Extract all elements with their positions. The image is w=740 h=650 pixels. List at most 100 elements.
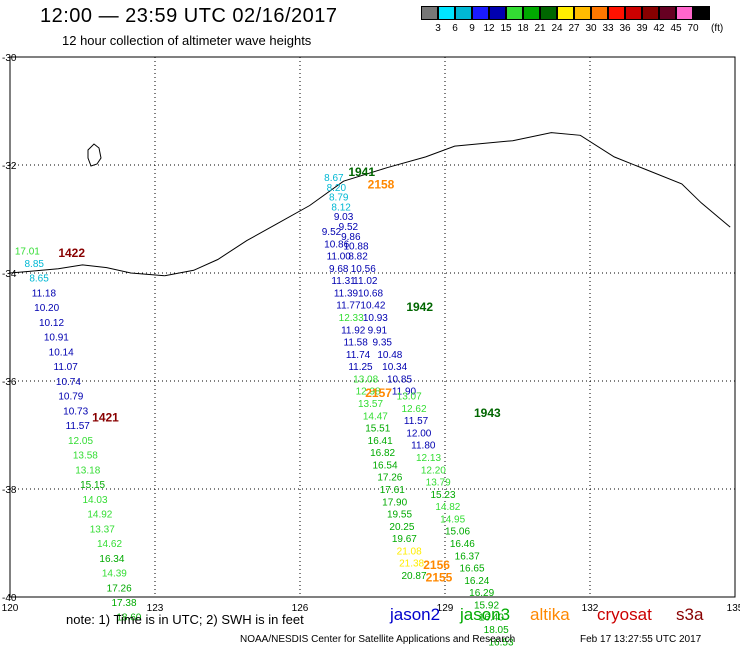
swh-value: 10.85: [387, 374, 412, 385]
swh-value: 13.07: [397, 392, 422, 403]
swh-value: 16.65: [460, 564, 485, 575]
swh-value: 17.90: [382, 497, 407, 508]
color-scale-label: 36: [619, 23, 631, 34]
color-swatch: [472, 6, 489, 20]
swh-value: 12.05: [68, 436, 93, 447]
swh-value: 14.82: [435, 502, 460, 513]
swh-value: 9.91: [368, 325, 388, 336]
color-scale-label: 9: [469, 23, 475, 34]
color-swatch: [693, 6, 710, 20]
color-scale-label: 6: [452, 23, 458, 34]
swh-value: 17.01: [15, 247, 40, 258]
color-swatch: [625, 6, 642, 20]
color-scale-label: 24: [551, 23, 563, 34]
swh-value: 16.29: [469, 588, 494, 599]
pass-time-label: 1942: [406, 300, 433, 314]
swh-value: 8.67: [324, 173, 344, 184]
color-scale-label: 42: [653, 23, 665, 34]
x-tick-label: 126: [292, 603, 309, 614]
swh-value: 11.25: [348, 362, 373, 373]
swh-value: 16.53: [489, 637, 514, 648]
swh-value: 13.79: [426, 478, 451, 489]
color-swatch: [523, 6, 540, 20]
swh-value: 8.85: [25, 259, 45, 270]
swh-value: 18.05: [484, 625, 509, 636]
swh-value: 11.80: [411, 441, 436, 452]
swh-value: 11.57: [404, 416, 429, 427]
satellite-legend-entry: s3a: [676, 605, 704, 624]
swh-value: 16.40: [479, 613, 504, 624]
swh-value: 14.03: [83, 495, 108, 506]
swh-value: 10.74: [56, 377, 81, 388]
chart-subtitle: 12 hour collection of altimeter wave hei…: [62, 33, 312, 48]
pass-time-label: 1421: [92, 411, 119, 425]
swh-value: 10.73: [63, 406, 88, 417]
y-tick-label: -34: [2, 269, 17, 280]
color-scale-label: 30: [585, 23, 597, 34]
color-swatch: [659, 6, 676, 20]
swh-value: 17.26: [107, 583, 132, 594]
coastline: [164, 132, 731, 277]
swh-value: 12.13: [416, 453, 441, 464]
swh-value: 8.82: [348, 252, 368, 263]
swh-value: 20.87: [402, 571, 427, 582]
swh-value: 10.88: [344, 242, 369, 253]
swh-value: 10.42: [360, 301, 385, 312]
color-scale-label: 27: [568, 23, 580, 34]
color-swatch: [421, 6, 438, 20]
x-tick-label: 132: [582, 603, 599, 614]
swh-value: 12.98: [356, 387, 381, 398]
island-outline: [87, 143, 102, 167]
pass-time-label: 2155: [426, 570, 453, 584]
coastline-west: [10, 264, 165, 277]
swh-value: 8.65: [29, 274, 49, 285]
swh-value: 9.52: [322, 227, 342, 238]
color-swatch: [591, 6, 608, 20]
color-swatch: [608, 6, 625, 20]
swh-value: 17.61: [380, 485, 405, 496]
color-swatch: [455, 6, 472, 20]
pass-time-label: 1943: [474, 406, 501, 420]
swh-value: 9.35: [373, 338, 393, 349]
plot-frame: [9, 56, 736, 598]
swh-value: 13.58: [73, 451, 98, 462]
swh-value: 11.31: [331, 276, 356, 287]
swh-value: 19.55: [387, 510, 412, 521]
swh-value: 20.25: [389, 522, 414, 533]
x-tick-label: 135: [727, 603, 740, 614]
y-tick-label: -38: [2, 485, 17, 496]
swh-value: 17.26: [377, 473, 402, 484]
swh-value: 10.48: [377, 350, 402, 361]
color-swatch: [506, 6, 523, 20]
swh-value: 11.57: [66, 421, 91, 432]
satellite-legend-entry: jason3: [460, 605, 511, 624]
swh-value: 14.47: [363, 411, 388, 422]
swh-value: 9.03: [334, 212, 354, 223]
swh-value: 10.20: [34, 303, 59, 314]
swh-value: 11.74: [346, 350, 371, 361]
swh-value: 11.77: [336, 301, 361, 312]
swh-value: 8.20: [327, 183, 347, 194]
swh-value: 10.12: [39, 318, 64, 329]
x-tick-label: 129: [437, 603, 454, 614]
swh-value: 16.46: [450, 539, 475, 550]
color-scale-label: 3: [435, 23, 441, 34]
swh-value: 17.38: [112, 598, 137, 609]
color-swatch: [540, 6, 557, 20]
swh-value: 11.00: [327, 252, 352, 263]
color-scale-unit: (ft): [711, 23, 724, 34]
swh-value: 13.08: [353, 374, 378, 385]
swh-value: 16.41: [368, 436, 393, 447]
swh-value: 8.12: [331, 202, 351, 213]
swh-value: 10.34: [382, 362, 407, 373]
color-swatch: [642, 6, 659, 20]
swh-value: 10.79: [58, 392, 83, 403]
swh-value: 14.95: [440, 514, 465, 525]
pass-time-label: 2157: [365, 386, 392, 400]
swh-value: 16.54: [373, 460, 398, 471]
swh-value: 14.92: [87, 510, 112, 521]
swh-value: 18.60: [116, 613, 141, 624]
swh-value: 15.15: [80, 480, 105, 491]
chart-title: 12:00 — 23:59 UTC 02/16/2017: [40, 5, 338, 27]
